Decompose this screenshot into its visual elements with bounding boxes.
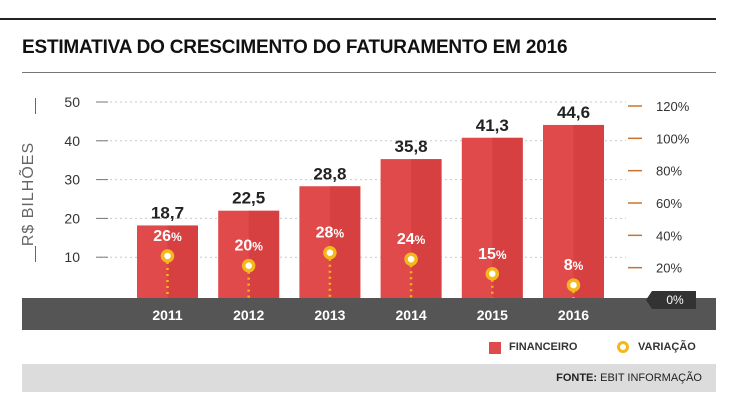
variation-dot	[160, 249, 175, 263]
variation-label: 15%	[478, 246, 507, 263]
bar-value-label: 44,6	[557, 103, 590, 122]
variation-label: 24%	[397, 231, 426, 248]
right-tick-label: 120%	[656, 99, 690, 114]
right-tick-label: 80%	[656, 164, 682, 179]
legend-financeiro-label: FINANCEIRO	[509, 341, 578, 353]
bar-value-label: 22,5	[232, 189, 265, 208]
left-tick-label: 40	[64, 133, 80, 149]
bar-value-label: 41,3	[476, 116, 509, 135]
year-label: 2011	[152, 307, 183, 323]
year-band	[22, 298, 716, 330]
y-label-dash-top	[35, 98, 36, 114]
bar-shade	[167, 225, 198, 298]
left-tick-label: 30	[64, 172, 80, 188]
source-label: FONTE:	[556, 372, 598, 384]
chart-title: ESTIMATIVA DO CRESCIMENTO DO FATURAMENTO…	[22, 37, 568, 58]
y-label-dash-bottom	[35, 246, 36, 262]
title-rule	[22, 72, 716, 73]
right-tick-label: 60%	[656, 196, 682, 211]
variation-dot	[485, 267, 500, 281]
variation-dot	[323, 245, 337, 260]
year-label: 2012	[233, 307, 264, 323]
bar	[543, 124, 604, 299]
legend-variacao-icon	[617, 341, 629, 353]
variation-dot	[241, 258, 256, 273]
bar	[299, 186, 361, 298]
source-note: FONTE: EBIT INFORMAÇÃO	[556, 372, 702, 384]
bar-value-label: 35,8	[395, 137, 428, 156]
variation-label: 26%	[153, 228, 182, 245]
variation-label: 8%	[564, 257, 584, 274]
bar	[218, 210, 280, 298]
legend-variacao-label: VARIAÇÃO	[638, 341, 696, 353]
year-label: 2013	[314, 307, 345, 323]
legend-financeiro-swatch	[489, 342, 501, 354]
top-rule	[0, 18, 716, 20]
left-tick-label: 20	[64, 210, 80, 226]
bar-shade	[411, 159, 442, 298]
variation-label: 20%	[234, 238, 263, 255]
year-label: 2015	[477, 307, 508, 323]
variation-label: 28%	[316, 225, 345, 242]
zero-badge	[646, 291, 696, 309]
right-tick-label: 40%	[656, 228, 682, 243]
variation-dot	[404, 252, 418, 266]
source-band	[22, 364, 716, 392]
bar-shade	[329, 186, 361, 298]
right-tick-label: 100%	[656, 131, 690, 146]
bar-shade	[248, 210, 280, 298]
source-text: EBIT INFORMAÇÃO	[600, 372, 702, 384]
bar-value-label: 28,8	[313, 164, 346, 183]
right-tick-label: 20%	[656, 261, 682, 276]
bar-shade	[573, 124, 604, 299]
right-tick-label: 0%	[666, 293, 684, 307]
left-tick-label: 50	[64, 94, 80, 110]
bar	[380, 159, 442, 298]
variation-dot	[566, 278, 581, 292]
year-label: 2016	[558, 307, 589, 323]
left-tick-label: 10	[64, 249, 80, 265]
year-label: 2014	[396, 307, 427, 323]
bar-value-label: 18,7	[151, 203, 184, 222]
